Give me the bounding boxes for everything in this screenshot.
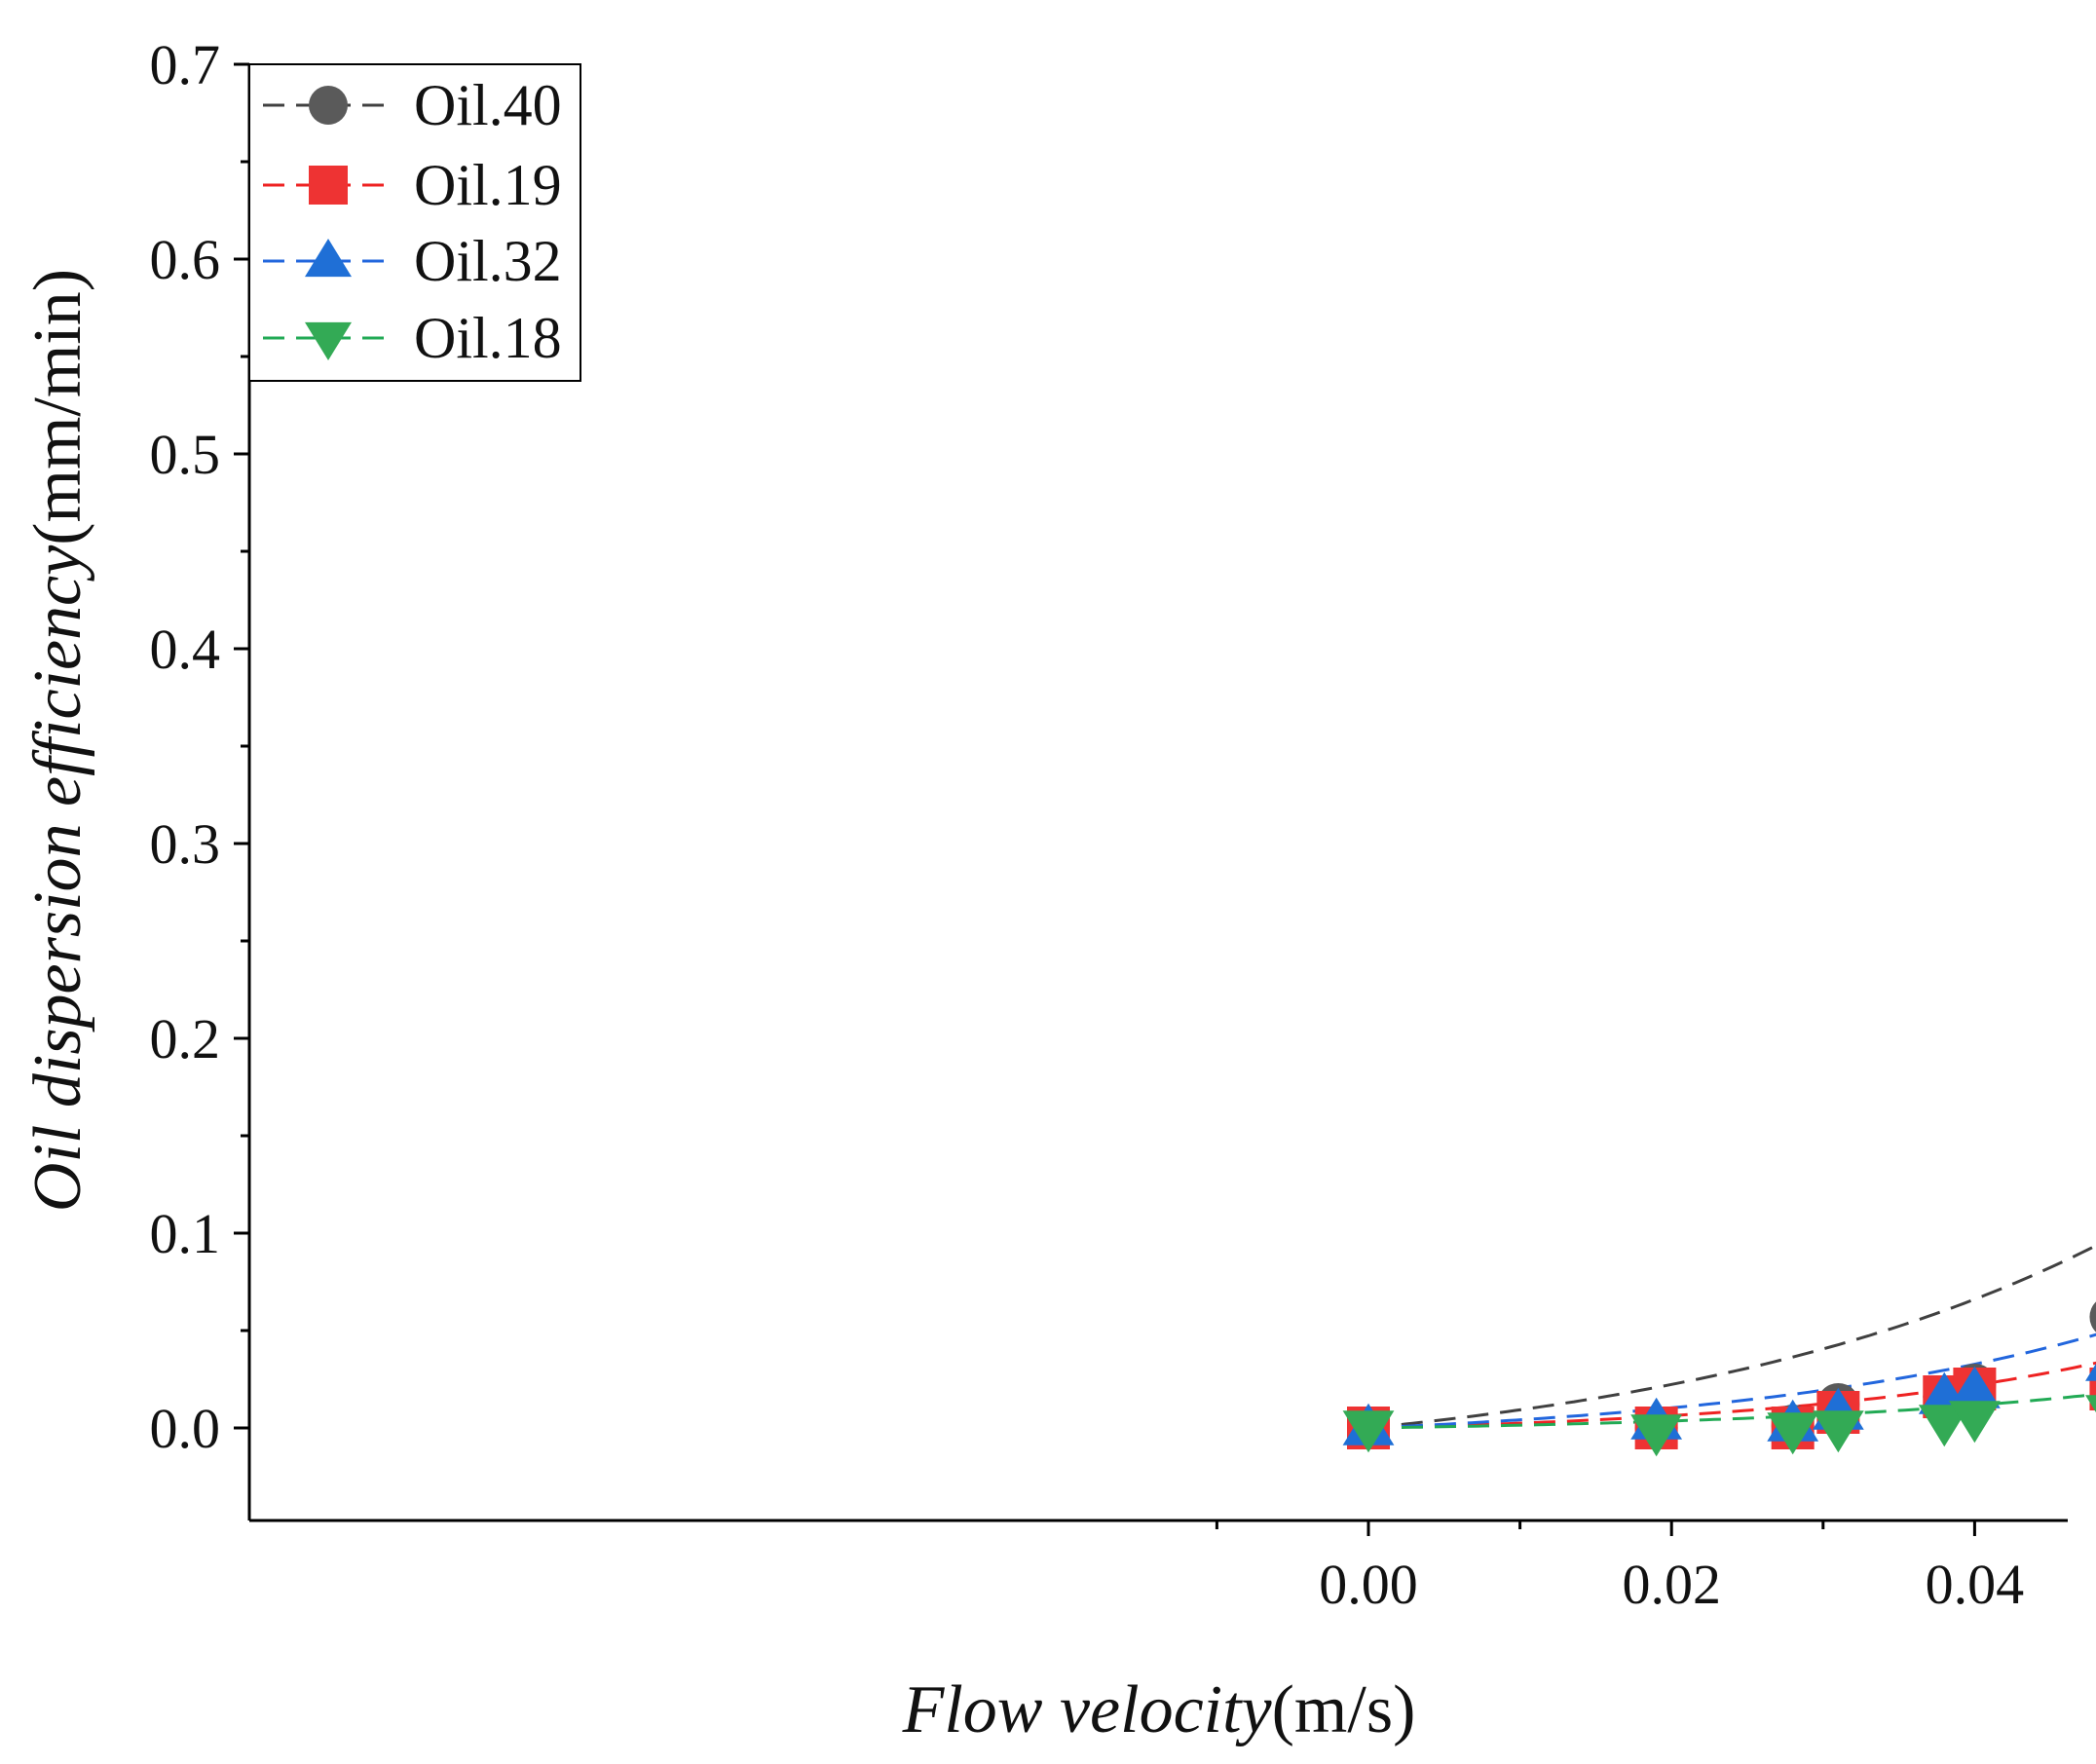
legend-marker bbox=[309, 86, 348, 125]
data-point bbox=[1918, 1405, 1970, 1447]
data-point bbox=[1630, 1414, 1683, 1457]
fit-line-oil-40 bbox=[1367, 1244, 2096, 1430]
x-tick-label: 0.04 bbox=[1926, 1553, 2025, 1616]
legend-item-oil-32: Oil.32 bbox=[263, 229, 562, 293]
legend-label: Oil.19 bbox=[414, 153, 562, 217]
data-markers-layer bbox=[1342, 1301, 2096, 1457]
data-point bbox=[1949, 1401, 2001, 1444]
legend-label: Oil.32 bbox=[414, 229, 562, 293]
data-point bbox=[1949, 1366, 2001, 1408]
legend-item-oil-40: Oil.40 bbox=[263, 73, 562, 137]
series-oil-32 bbox=[1342, 1363, 2096, 1445]
y-axis-label-italic: Oil dispersion efficiency bbox=[20, 544, 95, 1212]
legend-marker bbox=[309, 166, 348, 205]
data-point bbox=[1767, 1412, 1819, 1455]
y-tick-label: 0.2 bbox=[150, 1007, 221, 1070]
y-tick-label: 0.3 bbox=[150, 812, 221, 876]
legend-marker bbox=[305, 321, 352, 360]
x-tick-label: 0.00 bbox=[1319, 1553, 1418, 1616]
tick-layer: 0.000.020.040.060.080.100.00.10.20.30.40… bbox=[150, 33, 2025, 1616]
x-axis-label-italic: Flow velocity bbox=[902, 1672, 1273, 1747]
y-tick-label: 0.0 bbox=[150, 1397, 221, 1460]
data-point bbox=[2085, 1395, 2096, 1413]
data-point bbox=[2085, 1363, 2096, 1381]
legend-label: Oil.40 bbox=[414, 73, 562, 137]
legend: Oil.40 Oil.19 Oil.32 Oil.18 bbox=[248, 63, 581, 382]
series-oil-40 bbox=[1347, 1301, 2096, 1449]
x-tick-label: 0.02 bbox=[1622, 1553, 1721, 1616]
data-point bbox=[2089, 1301, 2096, 1332]
y-tick-label: 0.4 bbox=[150, 618, 221, 681]
series-oil-18 bbox=[1342, 1395, 2096, 1457]
series-oil-19 bbox=[1347, 1368, 2096, 1449]
y-tick-label: 0.7 bbox=[150, 33, 221, 96]
legend-box bbox=[248, 63, 581, 382]
fit-line-oil-18 bbox=[1367, 1393, 2096, 1430]
fit-line-oil-32 bbox=[1367, 1332, 2096, 1430]
x-axis-label: Flow velocity(m/s) bbox=[902, 1672, 1416, 1747]
y-tick-label: 0.6 bbox=[150, 228, 221, 291]
legend-item-oil-18: Oil.18 bbox=[263, 306, 562, 370]
data-point bbox=[2089, 1368, 2096, 1410]
y-tick-label: 0.1 bbox=[150, 1202, 221, 1265]
data-point bbox=[1342, 1410, 1395, 1453]
fit-line-oil-19 bbox=[1367, 1361, 2096, 1430]
legend-label: Oil.18 bbox=[414, 306, 562, 370]
data-point bbox=[1812, 1410, 1864, 1453]
fit-curves-layer bbox=[1367, 1244, 2096, 1430]
y-tick-label: 0.5 bbox=[150, 423, 221, 486]
y-axis-label: Oil dispersion efficiency(mm/min) bbox=[20, 269, 95, 1212]
x-axis-label-unit: (m/s) bbox=[1272, 1672, 1416, 1747]
legend-item-oil-19: Oil.19 bbox=[263, 153, 562, 217]
legend-marker bbox=[305, 239, 352, 278]
y-axis-label-unit: (mm/min) bbox=[20, 269, 95, 545]
